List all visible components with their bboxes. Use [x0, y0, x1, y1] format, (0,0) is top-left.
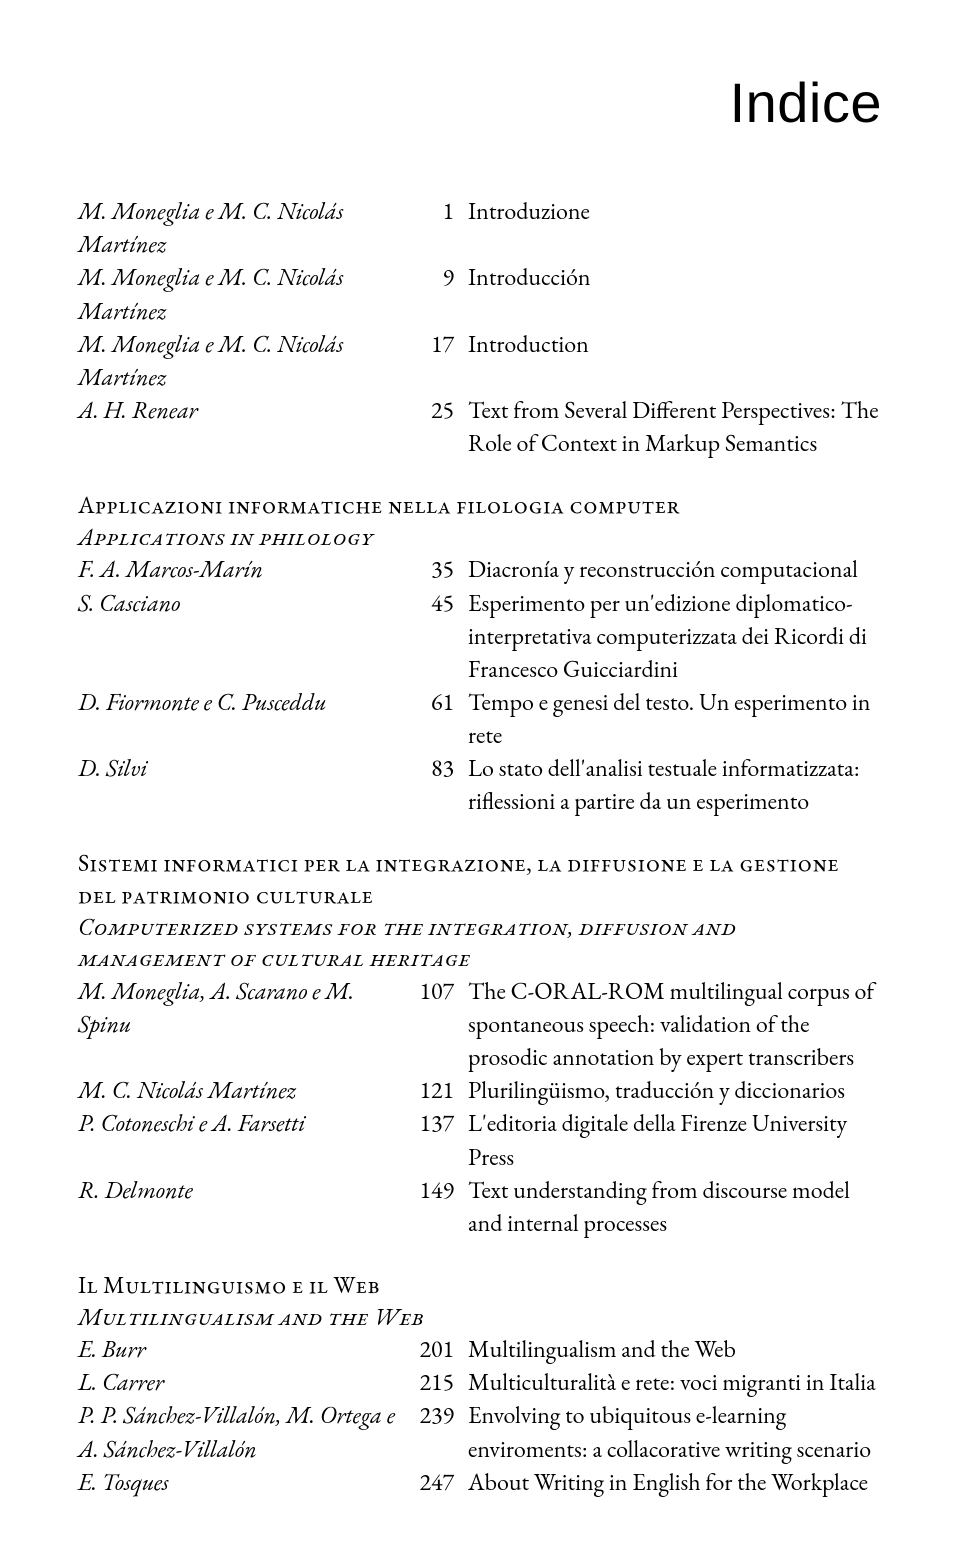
toc-entry: A. H. Renear25Text from Several Differen… — [78, 394, 882, 460]
entry-title: Plurilingüismo, traducción y diccionario… — [468, 1074, 882, 1107]
entry-author: P. Cotoneschi e A. Farsetti — [78, 1107, 408, 1140]
section-heading-primary: Sistemi informatici per la integrazione,… — [78, 848, 882, 911]
toc-entry: E. Burr201Multilingualism and the Web — [78, 1333, 882, 1366]
entry-page: 239 — [408, 1399, 468, 1432]
entry-page: 9 — [408, 261, 468, 294]
entry-page: 137 — [408, 1107, 468, 1140]
toc-entry: F. A. Marcos-Marín35Diacronía y reconstr… — [78, 553, 882, 586]
toc-section: Sistemi informatici per la integrazione,… — [78, 848, 882, 1240]
toc-entry: M. Moneglia e M. C. Nicolás Martínez17In… — [78, 328, 882, 394]
entry-author: M. C. Nicolás Martínez — [78, 1074, 408, 1107]
entry-author: D. Fiormonte e C. Pusceddu — [78, 686, 408, 719]
section-heading-primary: Applicazioni informatiche nella filologi… — [78, 490, 882, 522]
entry-page: 247 — [408, 1466, 468, 1499]
toc-entry: R. Delmonte149Text understanding from di… — [78, 1174, 882, 1240]
toc-entry: M. Moneglia e M. C. Nicolás Martínez9Int… — [78, 261, 882, 327]
entry-title: The C-ORAL-ROM multilingual corpus of sp… — [468, 975, 882, 1074]
entry-page: 215 — [408, 1366, 468, 1399]
entry-title: Tempo e genesi del testo. Un esperimento… — [468, 686, 882, 752]
entry-title: Text understanding from discourse model … — [468, 1174, 882, 1240]
entry-title: About Writing in English for the Workpla… — [468, 1466, 882, 1499]
toc-section: Il Multilinguismo e il WebMultilingualis… — [78, 1270, 882, 1499]
entry-author: M. Moneglia, A. Scarano e M. Spinu — [78, 975, 408, 1041]
entry-title: Lo stato dell'analisi testuale informati… — [468, 752, 882, 818]
toc-entry: D. Silvi83Lo stato dell'analisi testuale… — [78, 752, 882, 818]
entry-title: Multilingualism and the Web — [468, 1333, 882, 1366]
toc-entry: L. Carrer215Multiculturalità e rete: voc… — [78, 1366, 882, 1399]
section-heading-primary: Il Multilinguismo e il Web — [78, 1270, 882, 1302]
entry-author: M. Moneglia e M. C. Nicolás Martínez — [78, 261, 408, 327]
section-heading-secondary: Multilingualism and the Web — [78, 1302, 882, 1334]
entry-page: 61 — [408, 686, 468, 719]
entry-author: P. P. Sánchez-Villalón, M. Ortega e A. S… — [78, 1399, 408, 1465]
entry-author: L. Carrer — [78, 1366, 408, 1399]
top-entries: M. Moneglia e M. C. Nicolás Martínez1Int… — [78, 195, 882, 460]
toc-entry: P. P. Sánchez-Villalón, M. Ortega e A. S… — [78, 1399, 882, 1465]
page-title: Indice — [78, 64, 882, 141]
entry-title: Introduction — [468, 328, 882, 361]
section-heading-secondary: Computerized systems for the integration… — [78, 912, 882, 975]
section-heading-secondary: Applications in philology — [78, 522, 882, 554]
entry-page: 83 — [408, 752, 468, 785]
toc-entry: M. Moneglia e M. C. Nicolás Martínez1Int… — [78, 195, 882, 261]
entry-page: 201 — [408, 1333, 468, 1366]
entry-page: 107 — [408, 975, 468, 1008]
toc-entry: E. Tosques247About Writing in English fo… — [78, 1466, 882, 1499]
entry-author: S. Casciano — [78, 587, 408, 620]
entry-title: L'editoria digitale della Firenze Univer… — [468, 1107, 882, 1173]
entry-title: Introducción — [468, 261, 882, 294]
entry-page: 25 — [408, 394, 468, 427]
entry-title: Diacronía y reconstrucción computacional — [468, 553, 882, 586]
entry-title: Text from Several Different Perspectives… — [468, 394, 882, 460]
entry-page: 121 — [408, 1074, 468, 1107]
toc-section: Applicazioni informatiche nella filologi… — [78, 490, 882, 818]
entry-page: 149 — [408, 1174, 468, 1207]
entry-page: 1 — [408, 195, 468, 228]
entry-page: 35 — [408, 553, 468, 586]
entry-author: F. A. Marcos-Marín — [78, 553, 408, 586]
entry-author: M. Moneglia e M. C. Nicolás Martínez — [78, 328, 408, 394]
entry-author: R. Delmonte — [78, 1174, 408, 1207]
entry-title: Envolving to ubiquitous e-learning envir… — [468, 1399, 882, 1465]
toc-entry: D. Fiormonte e C. Pusceddu61Tempo e gene… — [78, 686, 882, 752]
toc-entry: S. Casciano45Esperimento per un'edizione… — [78, 587, 882, 686]
toc-entry: M. C. Nicolás Martínez121Plurilingüismo,… — [78, 1074, 882, 1107]
toc-entry: M. Moneglia, A. Scarano e M. Spinu107The… — [78, 975, 882, 1074]
toc-entry: P. Cotoneschi e A. Farsetti137L'editoria… — [78, 1107, 882, 1173]
entry-title: Introduzione — [468, 195, 882, 228]
entry-page: 45 — [408, 587, 468, 620]
entry-title: Esperimento per un'edizione diplomatico-… — [468, 587, 882, 686]
entry-author: E. Tosques — [78, 1466, 408, 1499]
entry-page: 17 — [408, 328, 468, 361]
entry-title: Multiculturalità e rete: voci migranti i… — [468, 1366, 882, 1399]
entry-author: M. Moneglia e M. C. Nicolás Martínez — [78, 195, 408, 261]
entry-author: D. Silvi — [78, 752, 408, 785]
entry-author: A. H. Renear — [78, 394, 408, 427]
entry-author: E. Burr — [78, 1333, 408, 1366]
